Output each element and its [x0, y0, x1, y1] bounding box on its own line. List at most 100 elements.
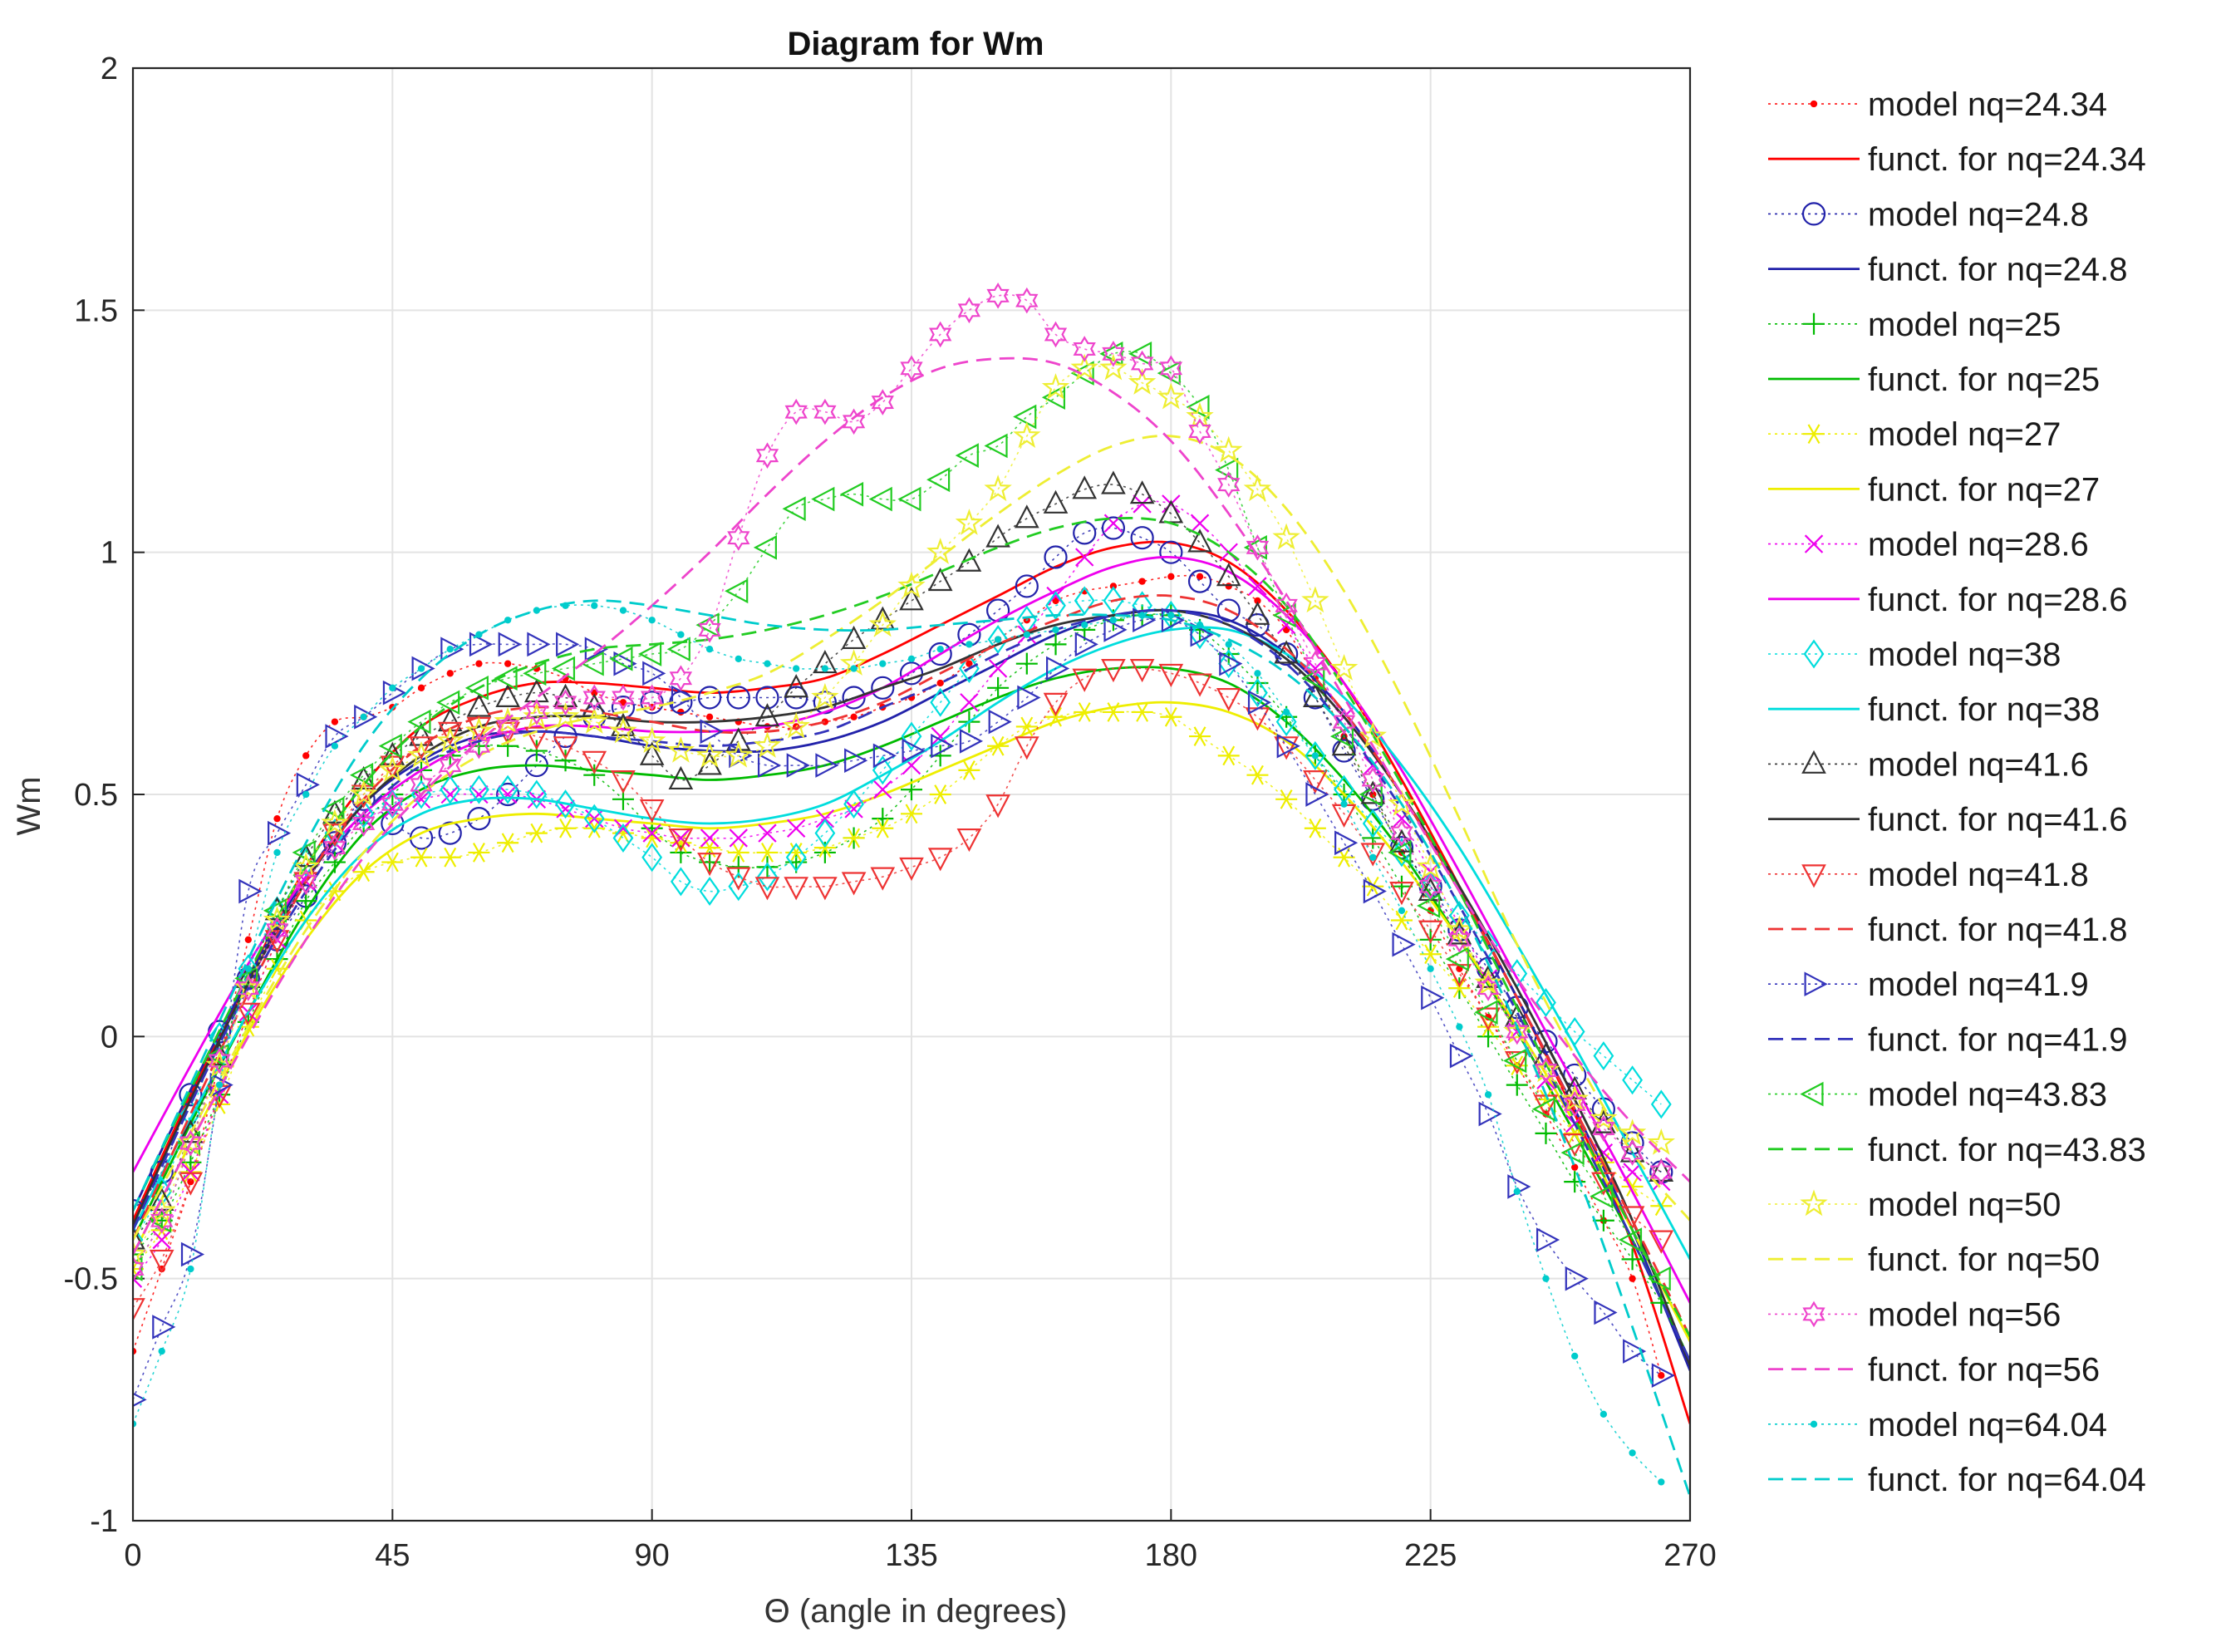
data-point: [238, 878, 263, 904]
data-point: [844, 799, 863, 819]
legend-item-funct-38: funct. for nq=38: [1768, 691, 2100, 728]
data-point: [870, 867, 896, 891]
legend-item-funct-56: funct. for nq=56: [1768, 1352, 2100, 1389]
data-point: [268, 820, 292, 846]
data-point: [180, 1099, 201, 1129]
data-point: [527, 632, 551, 657]
data-point: [1651, 1363, 1675, 1389]
data-point: [1534, 1057, 1558, 1084]
data-point: [936, 646, 944, 653]
data-point: [152, 1315, 176, 1340]
data-point: [389, 684, 396, 691]
data-point: [1015, 574, 1039, 598]
data-point: [475, 660, 483, 667]
data-point: [1131, 702, 1153, 722]
data-point: [497, 774, 518, 804]
data-point: [1649, 1158, 1673, 1186]
data-point: [1369, 853, 1377, 861]
legend-item-model-41-8: model nq=41.8: [1768, 857, 2089, 893]
data-point: [1186, 395, 1210, 420]
data-point: [1620, 1139, 1644, 1166]
data-point: [960, 693, 979, 712]
data-point: [611, 770, 636, 794]
data-point: [1478, 1101, 1502, 1127]
x-tick-label: 0: [124, 1538, 141, 1573]
legend-label: funct. for nq=28.6: [1868, 582, 2127, 618]
data-point: [1329, 653, 1359, 681]
data-point: [469, 632, 494, 657]
data-point: [1014, 736, 1039, 760]
data-point: [133, 1392, 147, 1408]
data-point: [957, 297, 981, 324]
data-point: [959, 729, 984, 754]
data-point: [725, 578, 749, 604]
data-point: [638, 726, 666, 754]
data-point: [1658, 1372, 1665, 1379]
model-line: [133, 484, 1662, 1241]
data-point: [987, 676, 1010, 699]
data-point: [440, 637, 464, 662]
data-point: [638, 642, 662, 666]
data-point: [438, 821, 462, 845]
data-point: [1275, 789, 1298, 809]
data-point: [1504, 1050, 1530, 1075]
data-point: [844, 748, 868, 774]
data-point: [930, 687, 951, 717]
data-point: [1217, 471, 1241, 498]
data-point: [1619, 1206, 1645, 1230]
data-point: [782, 496, 806, 522]
legend-label: funct. for nq=24.34: [1868, 141, 2146, 178]
data-point: [850, 713, 857, 720]
y-tick-label: 2: [101, 52, 118, 86]
data-point: [1074, 586, 1095, 616]
data-point: [331, 718, 339, 725]
data-point: [591, 689, 598, 696]
data-point: [1218, 649, 1240, 679]
data-point: [1801, 202, 1826, 226]
data-point: [133, 1226, 145, 1250]
data-point: [582, 684, 606, 711]
data-point: [1456, 1023, 1463, 1030]
data-point: [784, 686, 808, 710]
data-point: [582, 750, 607, 774]
data-point: [1506, 1055, 1528, 1076]
data-point: [264, 930, 290, 954]
data-point: [1275, 707, 1297, 737]
data-point: [1052, 626, 1059, 634]
data-point: [1311, 752, 1319, 760]
data-point: [700, 828, 720, 848]
data-point: [641, 843, 663, 873]
data-point: [1618, 1227, 1643, 1252]
data-point: [1187, 673, 1212, 697]
y-tick-label: -0.5: [64, 1262, 118, 1297]
data-point: [926, 467, 951, 493]
data-point: [668, 765, 694, 790]
legend-label: model nq=41.9: [1868, 966, 2089, 1003]
data-point: [1216, 687, 1241, 712]
data-point: [868, 610, 897, 637]
data-point: [988, 709, 1012, 735]
data-point: [879, 660, 887, 667]
data-point: [786, 753, 810, 778]
data-point: [764, 660, 771, 667]
data-point: [467, 807, 491, 831]
data-point: [1449, 1043, 1474, 1069]
data-point: [929, 321, 952, 348]
data-point: [1599, 1410, 1608, 1418]
data-point: [1629, 1275, 1636, 1282]
y-tick-label: -1: [90, 1504, 118, 1539]
data-point: [1448, 978, 1471, 998]
legend-item-model-28-6: model nq=28.6: [1768, 527, 2089, 563]
data-point: [1046, 656, 1070, 681]
data-point: [1301, 586, 1329, 613]
data-point: [133, 1256, 145, 1282]
data-point: [583, 764, 606, 786]
legend-item-model-38: model nq=38: [1768, 637, 2061, 673]
data-point: [1593, 1041, 1614, 1071]
data-point: [907, 655, 916, 663]
data-point: [1623, 1339, 1647, 1364]
data-point: [1476, 1007, 1501, 1031]
series-64-04: [133, 599, 1690, 1497]
data-point: [525, 823, 548, 843]
data-point: [1618, 1119, 1647, 1146]
